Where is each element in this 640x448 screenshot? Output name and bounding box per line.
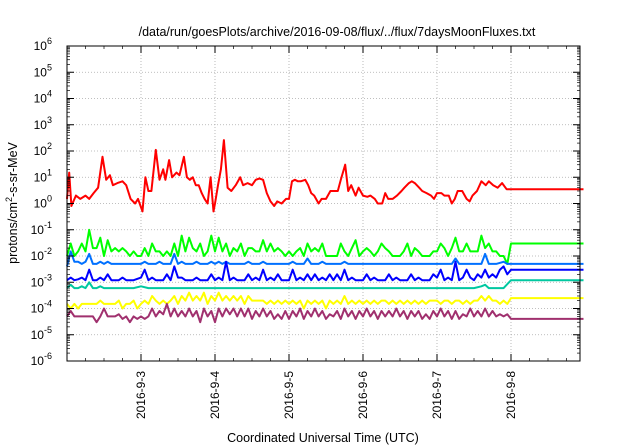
x-tick-label: 2016-9-7 [430, 371, 444, 419]
y-tick-label-base: 10 [34, 65, 48, 79]
chart-title: /data/run/goesPlots/archive/2016-09-08/f… [139, 25, 536, 39]
y-tick-label-exponent: 5 [47, 62, 52, 72]
series-line [66, 302, 584, 324]
y-tick-label-exponent: -3 [44, 272, 52, 282]
y-tick-label-exponent: 1 [47, 167, 52, 177]
y-tick-label-exponent: 0 [47, 194, 52, 204]
y-tick-label: 106 [34, 36, 52, 53]
y-tick-label-base: 10 [34, 144, 48, 158]
y-tick-label: 103 [34, 115, 52, 132]
y-tick-label: 10-6 [31, 351, 52, 368]
y-tick-label-exponent: -5 [44, 325, 52, 335]
y-tick-label-exponent: -2 [44, 246, 52, 256]
y-tick-label-exponent: -1 [44, 220, 52, 230]
y-tick-label-exponent: 4 [47, 89, 52, 99]
y-tick-label-base: 10 [34, 92, 48, 106]
x-tick-label: 2016-9-3 [134, 371, 148, 419]
y-tick-label-base: 10 [34, 118, 48, 132]
y-tick-label: 105 [34, 62, 52, 79]
y-tick-label: 10-1 [31, 220, 52, 237]
y-tick-label-exponent: -6 [44, 351, 52, 361]
series-line [66, 228, 584, 265]
y-tick-label: 10-2 [31, 246, 52, 263]
x-tick-labels: 2016-9-3 2016-9-4 2016-9-5 2016-9-6 2016-9-7… [134, 371, 518, 419]
y-tick-label-base: 10 [34, 39, 48, 53]
series-line [66, 250, 584, 267]
series-line [66, 279, 584, 290]
series-lines [66, 139, 584, 324]
y-tick-label-exponent: -4 [44, 299, 52, 309]
axis-ticks [67, 45, 580, 362]
y-tick-label-base: 10 [34, 170, 48, 184]
y-axis-label: protons/cm2-s-sr-MeV [4, 141, 20, 263]
y-tick-label-base: 10 [34, 197, 48, 211]
x-tick-label: 2016-9-6 [356, 371, 370, 419]
y-tick-label: 10-5 [31, 325, 52, 342]
y-tick-label-exponent: 3 [47, 115, 52, 125]
y-axis-label-units: -s-sr-MeV [6, 141, 20, 197]
y-tick-label-base: 10 [31, 223, 45, 237]
y-tick-label: 102 [34, 141, 52, 158]
series-line [66, 291, 584, 310]
y-tick-label: 10-3 [31, 272, 52, 289]
y-tick-label-exponent: 6 [47, 36, 52, 46]
y-tick-label: 100 [34, 194, 52, 211]
y-tick-label: 101 [34, 167, 52, 184]
series-line [66, 260, 584, 282]
y-tick-label-base: 10 [31, 302, 45, 316]
y-tick-label-base: 10 [31, 328, 45, 342]
y-tick-label-base: 10 [31, 354, 45, 368]
x-tick-label: 2016-9-8 [504, 371, 518, 419]
y-tick-label-exponent: 2 [47, 141, 52, 151]
y-tick-label: 104 [34, 89, 52, 106]
y-axis-label-exponent: 2 [4, 197, 14, 202]
y-tick-label-base: 10 [31, 249, 45, 263]
x-tick-label: 2016-9-5 [282, 371, 296, 419]
x-axis-label: Coordinated Universal Time (UTC) [227, 431, 419, 445]
y-tick-labels: 10-610-510-410-310-210-11001011021031041… [31, 36, 52, 368]
series-line [66, 139, 584, 213]
y-tick-label-base: 10 [31, 275, 45, 289]
x-tick-label: 2016-9-4 [208, 371, 222, 419]
y-axis-label-base: protons/cm [6, 202, 20, 264]
y-tick-label: 10-4 [31, 299, 52, 316]
